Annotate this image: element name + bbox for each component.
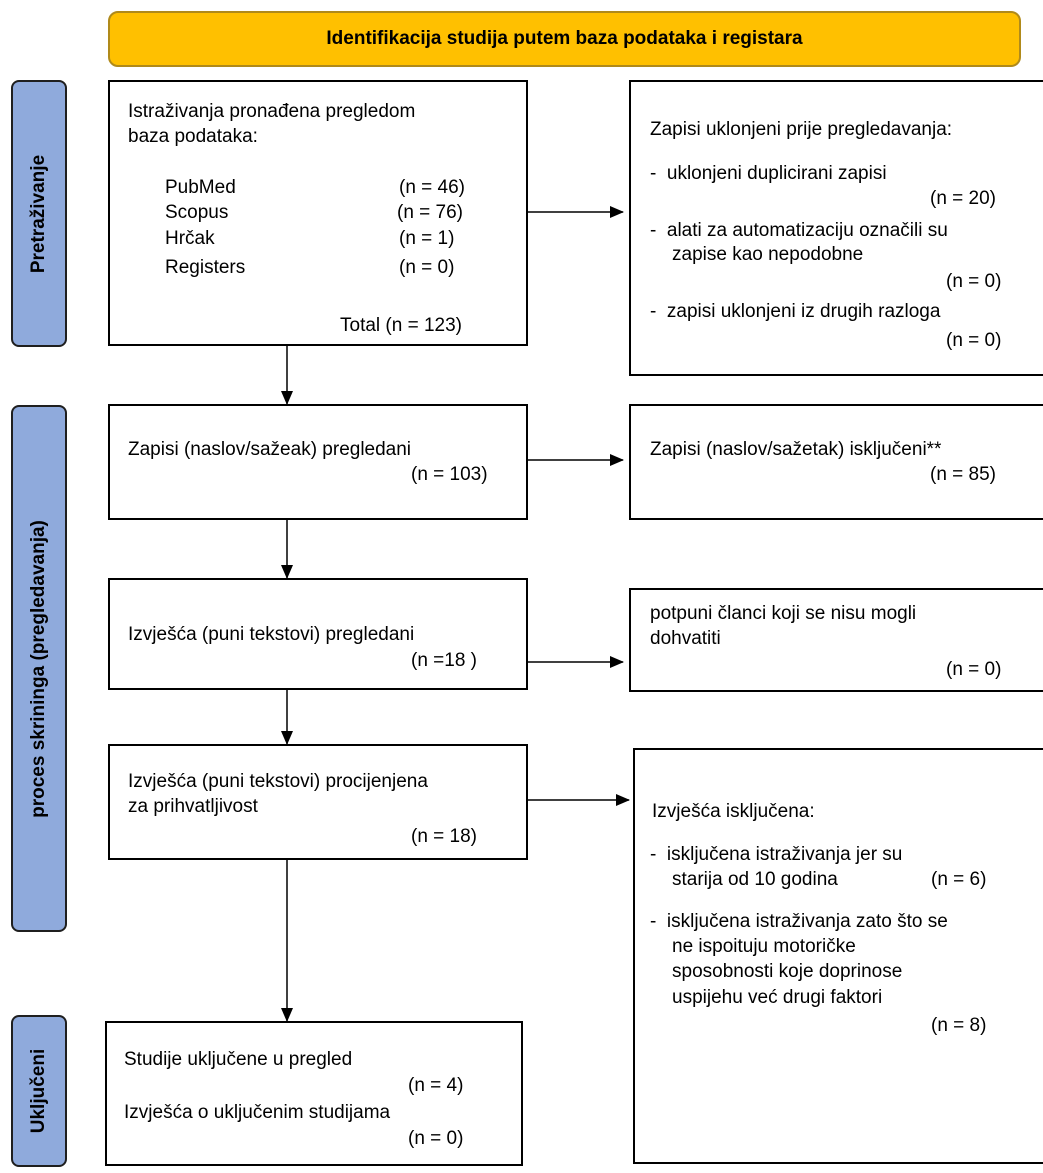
side-label-search: Pretraživanje bbox=[11, 80, 67, 347]
reports-excluded-item1-line1: - isključena istraživanja jer su bbox=[650, 844, 903, 865]
assessed-line2: za prihvatljivost bbox=[128, 796, 258, 817]
included-line2: Izvješća o uključenim studijama bbox=[124, 1102, 391, 1123]
source-name-pubmed: PubMed bbox=[165, 177, 236, 198]
not-retrieved-line2: dohvatiti bbox=[650, 628, 721, 649]
screened-label: Zapisi (naslov/sažeak) pregledani bbox=[128, 439, 412, 460]
reports-excluded-item2-line4: uspijehu već drugi faktori bbox=[672, 987, 883, 1008]
assessed-line1: Izvješća (puni tekstovi) procijenjena bbox=[128, 771, 428, 792]
identification-total: Total (n = 123) bbox=[340, 315, 462, 336]
included-n2: (n = 0) bbox=[408, 1128, 464, 1149]
excluded-label: Zapisi (naslov/sažetak) isključeni** bbox=[650, 439, 942, 460]
not-retrieved-line1: potpuni članci koji se nisu mogli bbox=[650, 603, 917, 624]
reports-excluded-title: Izvješća isključena: bbox=[652, 801, 815, 822]
reports-excluded-box bbox=[633, 748, 1043, 1164]
source-name-hrcak: Hrčak bbox=[165, 228, 215, 249]
assessed-n: (n = 18) bbox=[411, 826, 478, 847]
assessed-box bbox=[108, 744, 528, 860]
side-label-included: Uključeni bbox=[11, 1015, 67, 1167]
screened-box bbox=[108, 404, 528, 520]
identification-box bbox=[108, 80, 528, 346]
excluded-n: (n = 85) bbox=[930, 464, 997, 485]
included-n1: (n = 4) bbox=[408, 1075, 464, 1096]
not-retrieved-box bbox=[629, 588, 1043, 692]
source-n-pubmed: (n = 46) bbox=[399, 177, 466, 198]
reports-excluded-item2-line1: - isključena istraživanja zato što se bbox=[650, 911, 948, 932]
removed-title: Zapisi uklonjeni prije pregledavanja: bbox=[650, 119, 953, 140]
source-n-hrcak: (n = 1) bbox=[399, 228, 455, 249]
removed-item3: - zapisi uklonjeni iz drugih razloga bbox=[650, 301, 941, 322]
source-name-scopus: Scopus bbox=[165, 202, 229, 223]
removed-item2-line1: - alati za automatizaciju označili su bbox=[650, 220, 948, 241]
identification-title-1: Istraživanja pronađena pregledom bbox=[128, 101, 416, 122]
header-title: Identifikacija studija putem baza podata… bbox=[326, 28, 803, 49]
source-name-registers: Registers bbox=[165, 257, 246, 278]
source-n-registers: (n = 0) bbox=[399, 257, 455, 278]
reports-excluded-item2-n: (n = 8) bbox=[931, 1015, 987, 1036]
reports-excluded-item2-line3: sposobnosti koje doprinose bbox=[672, 961, 903, 982]
removed-item2-n: (n = 0) bbox=[946, 271, 1002, 292]
screened-n: (n = 103) bbox=[411, 464, 488, 485]
header-banner: Identifikacija studija putem baza podata… bbox=[108, 11, 1021, 67]
included-line1: Studije uključene u pregled bbox=[124, 1049, 353, 1070]
not-retrieved-n: (n = 0) bbox=[946, 659, 1002, 680]
reports-excluded-item1-n: (n = 6) bbox=[931, 869, 987, 890]
reports-excluded-item2-line2: ne ispoituju motoričke bbox=[672, 936, 856, 957]
removed-item1: - uklonjeni duplicirani zapisi bbox=[650, 163, 887, 184]
removed-box bbox=[629, 80, 1043, 376]
excluded-box bbox=[629, 404, 1043, 520]
included-box bbox=[105, 1021, 523, 1166]
reports-sought-label: Izvješća (puni tekstovi) pregledani bbox=[128, 624, 415, 645]
removed-item3-n: (n = 0) bbox=[946, 330, 1002, 351]
removed-item1-n: (n = 20) bbox=[930, 188, 997, 209]
source-n-scopus: (n = 76) bbox=[397, 202, 464, 223]
reports-excluded-item1-line2: starija od 10 godina bbox=[672, 869, 838, 890]
side-label-screening: proces skrininga (pregledavanja) bbox=[11, 405, 67, 932]
reports-sought-box bbox=[108, 578, 528, 690]
reports-sought-n: (n =18 ) bbox=[411, 650, 478, 671]
removed-item2-line2: zapise kao nepodobne bbox=[672, 244, 864, 265]
identification-title-2: baza podataka: bbox=[128, 126, 258, 147]
